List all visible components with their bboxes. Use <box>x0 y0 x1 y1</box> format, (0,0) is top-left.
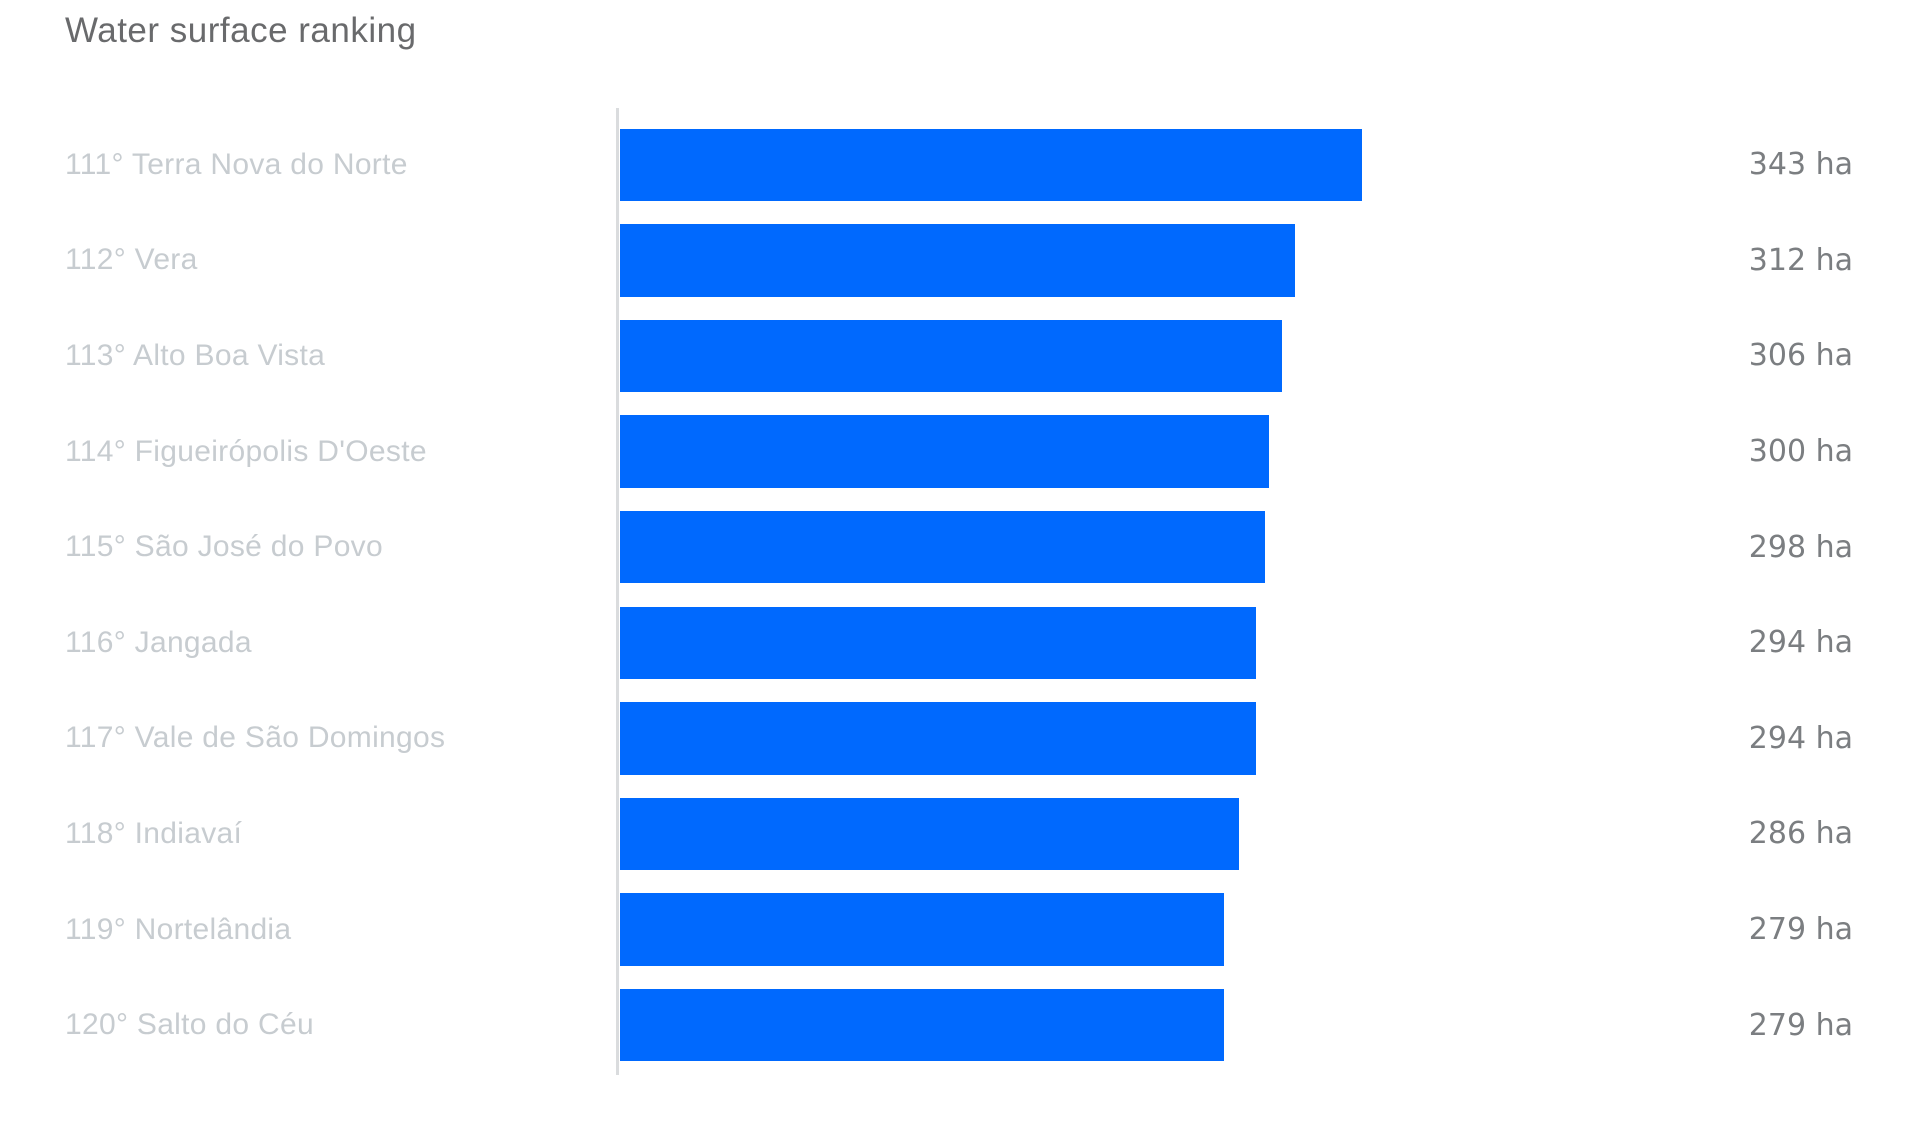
value-label: 343 ha <box>1748 147 1853 183</box>
bar-track <box>620 415 1688 488</box>
bar-track <box>620 319 1688 393</box>
chart-row: 116° Jangada 294 ha <box>65 595 1853 691</box>
bar[interactable] <box>620 224 1295 297</box>
chart-row: 118° Indiavaí 286 ha <box>65 786 1853 882</box>
bar[interactable] <box>620 510 1265 584</box>
category-label: 114° Figueirópolis D'Oeste <box>65 434 427 468</box>
category-label: 112° Vera <box>65 243 198 277</box>
page-title: Water surface ranking <box>65 11 417 50</box>
bar[interactable] <box>620 702 1256 775</box>
value-label: 306 ha <box>1748 338 1853 374</box>
axis-baseline <box>616 108 619 1075</box>
bar-track <box>620 224 1688 297</box>
bar-track <box>620 702 1688 775</box>
value-label: 286 ha <box>1748 816 1853 852</box>
bar[interactable] <box>620 319 1282 393</box>
category-label: 118° Indiavaí <box>65 816 243 850</box>
chart-row: 111° Terra Nova do Norte 343 ha <box>65 117 1853 213</box>
chart-row: 114° Figueirópolis D'Oeste 300 ha <box>65 404 1853 500</box>
category-label: 119° Nortelândia <box>65 912 292 946</box>
bar[interactable] <box>620 415 1269 488</box>
bar[interactable] <box>620 606 1256 680</box>
chart-row: 120° Salto do Céu 279 ha <box>65 977 1853 1073</box>
value-label: 298 ha <box>1748 529 1853 565</box>
bar-track <box>620 893 1688 966</box>
bar[interactable] <box>620 893 1224 966</box>
category-label: 120° Salto do Céu <box>65 1008 314 1042</box>
category-label: 111° Terra Nova do Norte <box>65 147 408 181</box>
bar-track <box>620 988 1688 1062</box>
bar[interactable] <box>620 988 1224 1062</box>
chart-row: 117° Vale de São Domingos 294 ha <box>65 691 1853 787</box>
bar-rows: 111° Terra Nova do Norte 343 ha 112° Ver… <box>65 117 1853 1073</box>
value-label: 300 ha <box>1748 434 1853 470</box>
value-label: 279 ha <box>1748 912 1853 948</box>
chart-row: 115° São José do Povo 298 ha <box>65 499 1853 595</box>
chart-row: 112° Vera 312 ha <box>65 213 1853 309</box>
category-label: 115° São José do Povo <box>65 530 383 564</box>
bar-track <box>620 510 1688 584</box>
bar-track <box>620 128 1688 202</box>
value-label: 279 ha <box>1748 1007 1853 1043</box>
category-label: 116° Jangada <box>65 625 252 659</box>
bar-chart: 111° Terra Nova do Norte 343 ha 112° Ver… <box>65 108 1853 1075</box>
bar-track <box>620 606 1688 680</box>
chart-row: 119° Nortelândia 279 ha <box>65 882 1853 978</box>
value-label: 294 ha <box>1748 625 1853 661</box>
category-label: 113° Alto Boa Vista <box>65 338 326 372</box>
value-label: 312 ha <box>1748 242 1853 278</box>
value-label: 294 ha <box>1748 720 1853 756</box>
bar-track <box>620 797 1688 871</box>
bar[interactable] <box>620 797 1239 871</box>
bar[interactable] <box>620 128 1362 202</box>
chart-row: 113° Alto Boa Vista 306 ha <box>65 308 1853 404</box>
category-label: 117° Vale de São Domingos <box>65 721 446 755</box>
